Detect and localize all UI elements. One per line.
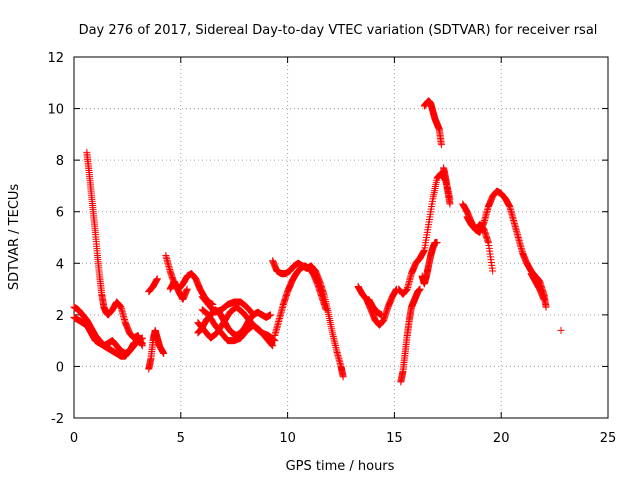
y-axis-label: SDTVAR / TECUs [7,184,22,291]
x-tick-label: 20 [493,431,510,446]
series-arc-13 [365,295,386,319]
series-arc-5 [162,252,217,309]
y-tick-label: 0 [56,360,64,375]
data-point [270,336,278,344]
y-tick-label: 12 [47,51,64,66]
x-tick-label: 25 [600,431,617,446]
x-tick-label: 10 [279,431,296,446]
data-point [542,303,550,311]
data-point [138,342,146,350]
axes [73,56,609,419]
series-arc-18 [440,164,454,208]
data-point [270,336,278,344]
y-tick-label: 8 [56,154,64,169]
data-point [248,309,256,317]
data-point [489,267,497,275]
data-point [267,311,275,319]
data-point [322,306,330,314]
data-point [160,350,168,358]
y-tick-label: 10 [47,103,64,118]
series-arc-20 [463,187,550,311]
x-tick-label: 5 [177,431,185,446]
data-point [557,326,565,334]
data-point [249,311,257,319]
data-point [339,373,347,381]
data-point [378,311,386,319]
series-arc-22 [557,326,565,334]
series-arc-16 [418,239,441,288]
plot-frame [73,56,609,419]
series-arc-11 [271,262,330,339]
data-point [416,285,424,293]
chart-title: Day 276 of 2017, Sidereal Day-to-day VTE… [79,23,598,38]
x-tick-labels: 0 5 10 15 20 25 [70,431,616,446]
series-arc-2 [83,148,146,350]
series-arc-4 [145,275,161,296]
data-point [267,340,275,348]
data-point [437,141,445,149]
y-tick-label: 4 [56,257,64,272]
x-axis-label: GPS time / hours [286,459,395,474]
series-arc-3 [145,326,168,373]
data-point [268,341,276,349]
y-tick-label: -2 [51,412,64,427]
y-tick-label: 2 [56,309,64,324]
series-arc-5b [166,277,191,303]
series-arc-8 [194,303,279,345]
x-tick-label: 15 [386,431,403,446]
data-point [540,295,548,303]
data-point [446,200,454,208]
data-point [153,275,161,283]
series-arc-9 [198,293,257,319]
y-tick-label: 6 [56,206,64,221]
series-arc-21 [527,270,548,303]
data-point [249,310,257,318]
y-tick-labels: -2 0 2 4 6 8 10 12 [47,51,64,427]
data-point [433,239,441,247]
series-arc-17 [420,97,445,149]
series-arc-14 [397,285,424,386]
series-arc-12 [354,282,401,329]
data-point [269,342,277,350]
x-tick-label: 0 [70,431,78,446]
grid-lines [74,57,608,418]
data-points [70,97,565,386]
data-point [183,285,191,293]
